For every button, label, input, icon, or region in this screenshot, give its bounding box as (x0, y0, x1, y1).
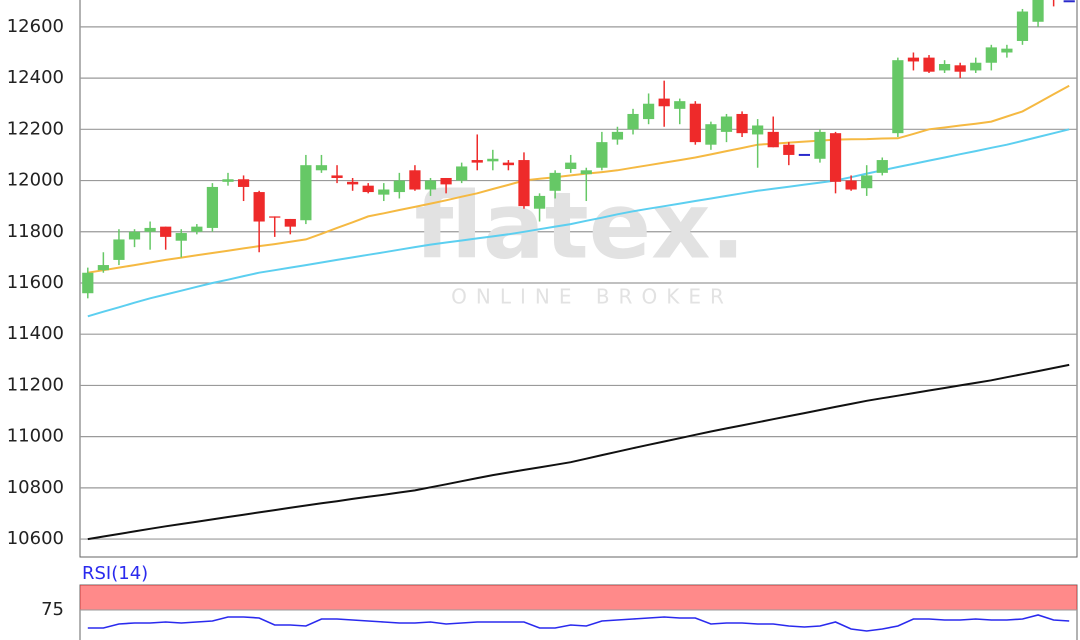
candle-body (144, 227, 156, 232)
candle-body (565, 162, 577, 170)
candle-body (736, 113, 748, 134)
candle-body (284, 218, 296, 227)
y-tick-label: 11600 (7, 272, 64, 293)
candle-body (861, 175, 873, 189)
candle-body (440, 177, 452, 185)
candle-body (456, 166, 468, 181)
main-plot: flatex. ONLINE BROKER (80, 0, 1077, 541)
overbought-zone (80, 585, 1077, 611)
y-tick-label: 12200 (7, 118, 64, 139)
candle-body (471, 160, 483, 163)
candle-body (97, 265, 109, 271)
candle-body (642, 103, 655, 120)
y-tick-label: 12400 (7, 67, 64, 88)
candle-body (518, 160, 530, 207)
candle-body (689, 103, 701, 143)
watermark-subtitle: ONLINE BROKER (451, 285, 733, 309)
candle-body (783, 144, 795, 155)
candle-body (845, 180, 857, 190)
candle-body (627, 113, 639, 130)
moving-average (87, 84, 1070, 274)
candle-body (378, 189, 390, 195)
candle-body (222, 179, 234, 182)
rsi-plot (80, 585, 1077, 632)
candle-body (502, 162, 515, 166)
y-tick-label: 11400 (7, 323, 64, 344)
candle-body (814, 131, 826, 159)
candle-body (533, 195, 546, 209)
candle-body (720, 116, 733, 132)
candle-body (580, 170, 592, 175)
candle-body (362, 185, 374, 193)
candle-body (113, 239, 125, 260)
y-tick-label: 12000 (7, 170, 64, 191)
candle-body (923, 57, 935, 72)
candle-body (892, 60, 904, 134)
candle-body (907, 57, 920, 62)
candle-body (160, 226, 172, 237)
y-tick-label: 12600 (7, 16, 64, 37)
candle-body (253, 192, 265, 222)
candle-body (206, 186, 219, 228)
candle-body (829, 133, 842, 182)
axes: 10600 10800 11000 11200 11400 11600 11800 12000… (7, 16, 148, 620)
y-tick-label: 75 (41, 599, 64, 620)
y-tick-label: 11200 (7, 374, 64, 395)
candle-body (393, 180, 405, 193)
candle-body (674, 101, 686, 109)
candle-body (487, 158, 499, 162)
candle-body (596, 142, 608, 168)
candle-body (331, 175, 343, 178)
candle-body (424, 180, 437, 190)
candle-body (191, 226, 203, 232)
candle-body (82, 272, 94, 294)
watermark: flatex. (415, 172, 746, 279)
candle-body (175, 233, 187, 241)
candle-body (658, 98, 670, 107)
y-tick-label: 10800 (7, 477, 64, 498)
candle-body (985, 47, 997, 63)
candle-body (1001, 48, 1013, 53)
candle-body (954, 65, 966, 72)
candle-body (970, 62, 982, 71)
candle-body (269, 216, 281, 218)
rsi-title: RSI(14) (82, 563, 148, 584)
y-tick-label: 10600 (7, 528, 64, 549)
rsi-line (87, 614, 1070, 632)
candle-body (611, 131, 624, 140)
candle-body (938, 64, 951, 71)
y-tick-label: 11000 (7, 426, 64, 447)
candle-body (315, 165, 328, 171)
candle-body (752, 125, 764, 135)
candle-body (1032, 0, 1044, 22)
candle-body (549, 172, 561, 191)
candle-body (128, 231, 141, 240)
candle-body (705, 124, 717, 145)
candle-body (347, 181, 359, 185)
moving-average (87, 363, 1070, 541)
candle-body (237, 179, 250, 187)
y-tick-label: 11800 (7, 221, 64, 242)
candle-body (876, 160, 888, 173)
candle-body (300, 165, 312, 221)
plot-frame (79, 0, 1078, 558)
moving-average (87, 128, 1070, 318)
candle-body (409, 170, 421, 190)
candle-body (1016, 11, 1029, 41)
candle-body (767, 131, 779, 148)
